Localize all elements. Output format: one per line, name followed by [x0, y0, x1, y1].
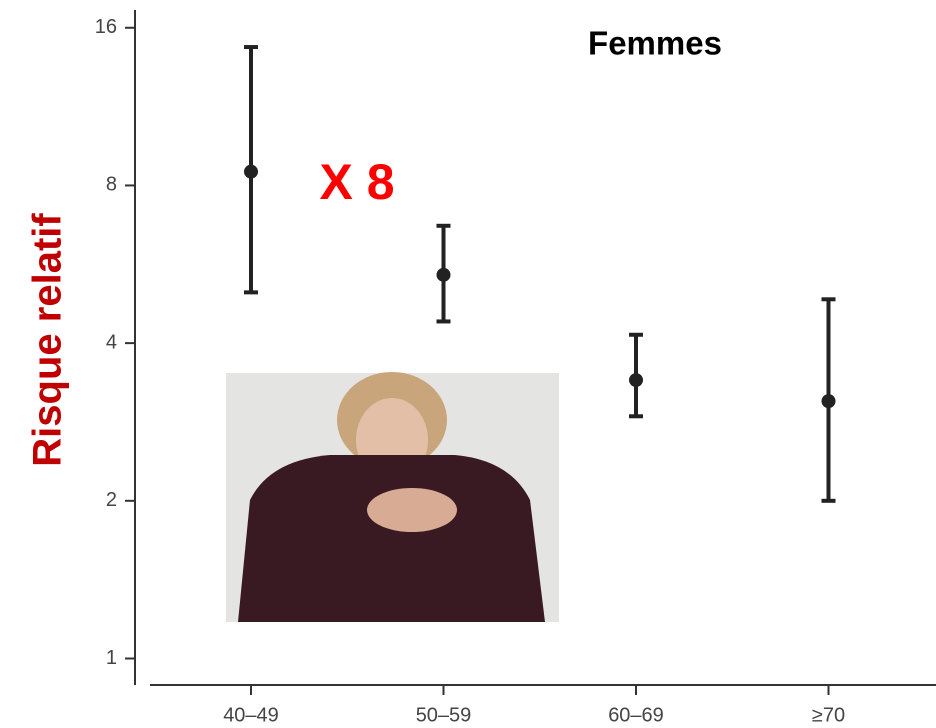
- x-tick-label: ≥70: [812, 704, 845, 726]
- y-axis-label: Risque relatif: [26, 213, 70, 467]
- x-tick-label: 60–69: [608, 704, 664, 726]
- y-tick-label: 4: [106, 331, 117, 353]
- point: [629, 373, 643, 387]
- chart-title: Femmes: [588, 25, 722, 62]
- point: [437, 268, 451, 282]
- point: [822, 394, 836, 408]
- annotation: X 8: [319, 154, 394, 210]
- y-tick-label: 2: [106, 489, 117, 511]
- x-tick-label: 50–59: [416, 704, 472, 726]
- x-tick-label: 40–49: [223, 704, 279, 726]
- chart: Femmes X 8 Risque relatif 1 2 4 8 16 40–49 50–…: [0, 0, 936, 728]
- y-tick-label: 1: [106, 647, 117, 669]
- y-tick-label: 16: [95, 16, 117, 38]
- point: [244, 165, 258, 179]
- y-tick-label: 8: [106, 174, 117, 196]
- photo: [226, 372, 559, 622]
